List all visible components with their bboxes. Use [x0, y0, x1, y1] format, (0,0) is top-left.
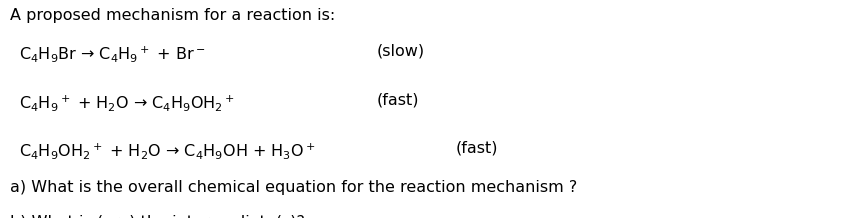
Text: b) What is (are) the intermediate(s)?: b) What is (are) the intermediate(s)? [10, 215, 305, 218]
Text: a) What is the overall chemical equation for the reaction mechanism ?: a) What is the overall chemical equation… [10, 180, 578, 195]
Text: A proposed mechanism for a reaction is:: A proposed mechanism for a reaction is: [10, 8, 336, 23]
Text: (fast): (fast) [376, 93, 419, 108]
Text: (fast): (fast) [456, 141, 498, 156]
Text: C$_4$H$_9$$^+$ + H$_2$O → C$_4$H$_9$OH$_2$$^+$: C$_4$H$_9$$^+$ + H$_2$O → C$_4$H$_9$OH$_… [19, 93, 235, 113]
Text: (slow): (slow) [376, 44, 425, 59]
Text: C$_4$H$_9$Br → C$_4$H$_9$$^+$ + Br$^-$: C$_4$H$_9$Br → C$_4$H$_9$$^+$ + Br$^-$ [19, 44, 206, 64]
Text: C$_4$H$_9$OH$_2$$^+$ + H$_2$O → C$_4$H$_9$OH + H$_3$O$^+$: C$_4$H$_9$OH$_2$$^+$ + H$_2$O → C$_4$H$_… [19, 141, 316, 161]
